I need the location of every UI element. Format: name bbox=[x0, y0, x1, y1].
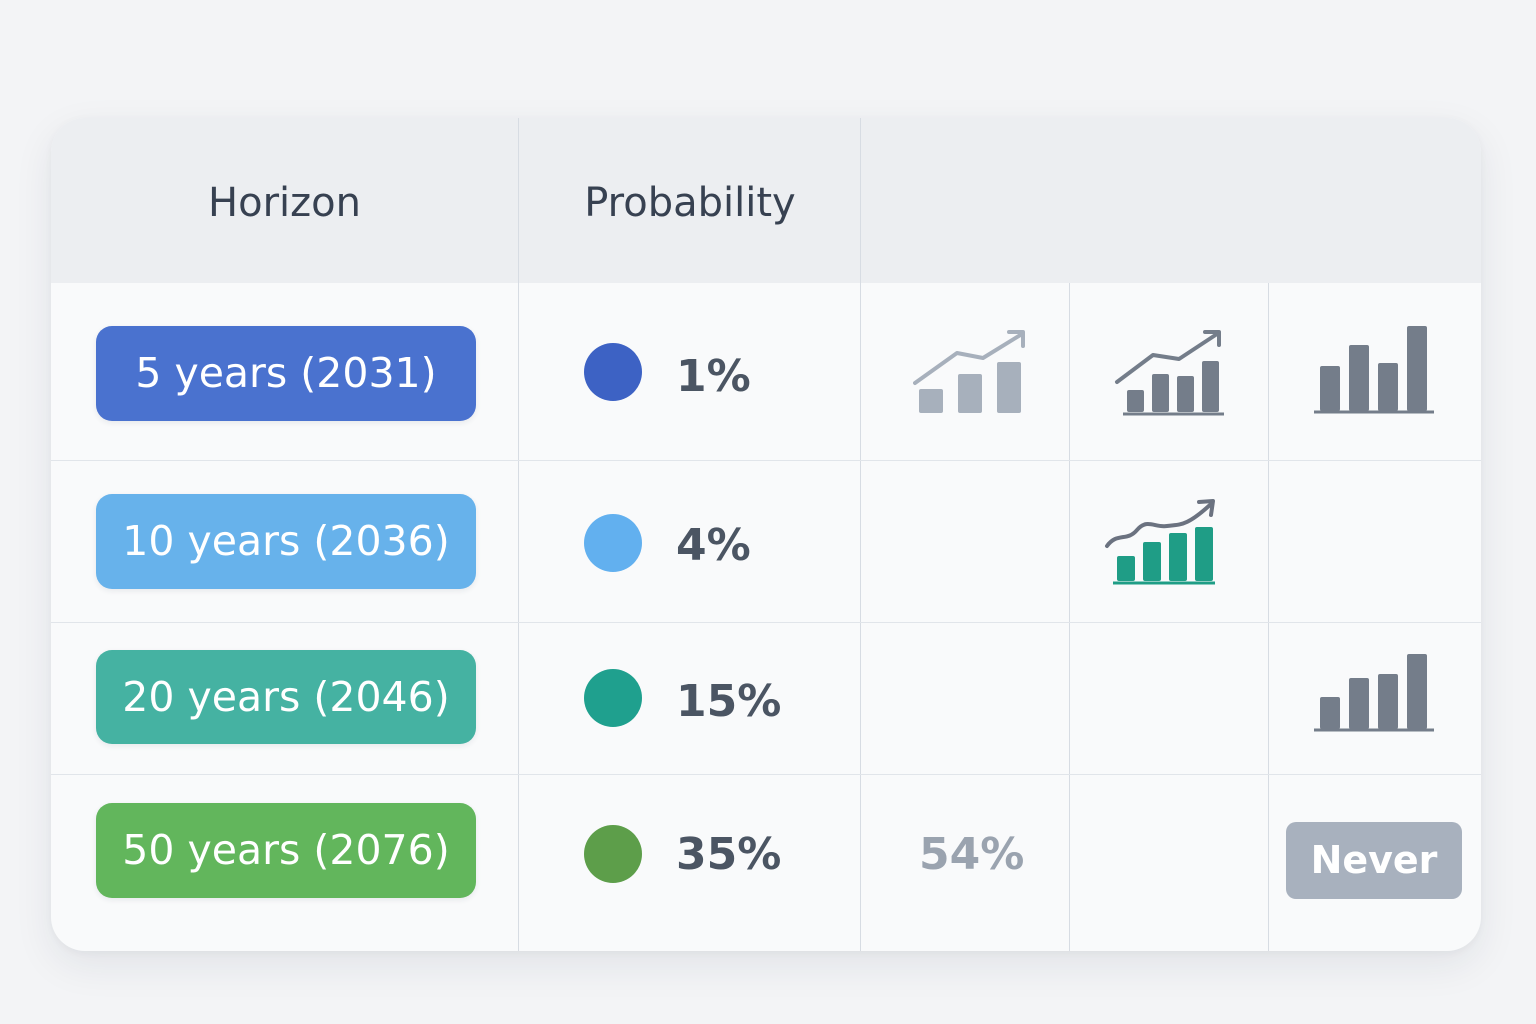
column-divider bbox=[518, 118, 519, 951]
horizon-pill-5-years[interactable]: 5 years (2031) bbox=[96, 326, 476, 421]
bar-chart-bar-icon bbox=[1195, 527, 1213, 581]
horizon-pill-20-years[interactable]: 20 years (2046) bbox=[96, 650, 476, 744]
bar-chart-bar-icon bbox=[1177, 376, 1194, 412]
bar-chart-trend-icon[interactable] bbox=[1113, 326, 1227, 416]
probability-dot bbox=[584, 669, 642, 727]
bar-chart-bar-icon bbox=[1320, 697, 1340, 729]
bar-chart-bar-icon bbox=[1320, 366, 1340, 411]
column-header-probability[interactable]: Probability bbox=[584, 180, 796, 226]
bar-chart-bar-icon bbox=[1117, 556, 1135, 581]
probability-value: 35% bbox=[676, 829, 782, 880]
column-header-horizon[interactable]: Horizon bbox=[208, 180, 361, 226]
trend-line-icon bbox=[913, 332, 1024, 385]
arrow-head-icon bbox=[1203, 330, 1221, 347]
bar-chart-bar-icon bbox=[1407, 654, 1427, 729]
bar-chart-bar-icon bbox=[1378, 674, 1398, 729]
bar-chart-icon[interactable] bbox=[1312, 323, 1436, 417]
bar-chart-bar-icon bbox=[1407, 326, 1427, 411]
column-divider bbox=[1268, 283, 1269, 951]
bar-chart-bar-icon bbox=[1169, 533, 1187, 581]
bar-chart-bar-icon bbox=[1349, 345, 1369, 411]
bar-chart-bar-icon bbox=[958, 374, 982, 413]
horizon-pill-10-years[interactable]: 10 years (2036) bbox=[96, 494, 476, 589]
probability-value: 4% bbox=[676, 520, 751, 571]
row-4-extra-value: 54% bbox=[919, 829, 1025, 880]
arrow-head-icon bbox=[1197, 499, 1215, 517]
horizon-pill-50-years[interactable]: 50 years (2076) bbox=[96, 803, 476, 898]
column-divider bbox=[1069, 283, 1070, 951]
bar-chart-bar-icon bbox=[1143, 542, 1161, 581]
row-divider bbox=[51, 774, 1481, 775]
bar-chart-bar-icon bbox=[1349, 678, 1369, 729]
bar-chart-trend-icon[interactable] bbox=[913, 326, 1029, 416]
bar-chart-bar-icon bbox=[997, 362, 1021, 413]
bar-chart-bar-icon bbox=[919, 389, 943, 413]
probability-value: 1% bbox=[676, 351, 751, 402]
trend-line-icon bbox=[1115, 332, 1219, 384]
arrow-head-icon bbox=[1007, 330, 1025, 348]
bar-chart-bar-icon bbox=[1127, 390, 1144, 412]
probability-dot bbox=[584, 343, 642, 401]
bar-chart-trend-icon[interactable] bbox=[1103, 496, 1221, 586]
never-badge[interactable]: Never bbox=[1286, 822, 1462, 899]
probability-value: 15% bbox=[676, 676, 782, 727]
table-header-row bbox=[51, 118, 1481, 283]
row-divider bbox=[51, 460, 1481, 461]
probability-dot bbox=[584, 825, 642, 883]
bar-chart-icon[interactable] bbox=[1312, 651, 1436, 735]
bar-chart-bar-icon bbox=[1152, 374, 1169, 412]
bar-chart-bar-icon bbox=[1202, 361, 1219, 412]
trend-line-icon bbox=[1105, 502, 1213, 548]
probability-dot bbox=[584, 514, 642, 572]
bar-chart-bar-icon bbox=[1378, 363, 1398, 411]
column-divider bbox=[860, 118, 861, 951]
row-divider bbox=[51, 622, 1481, 623]
probability-table-card: Horizon Probability 5 years (2031) 1% 10… bbox=[51, 118, 1481, 951]
